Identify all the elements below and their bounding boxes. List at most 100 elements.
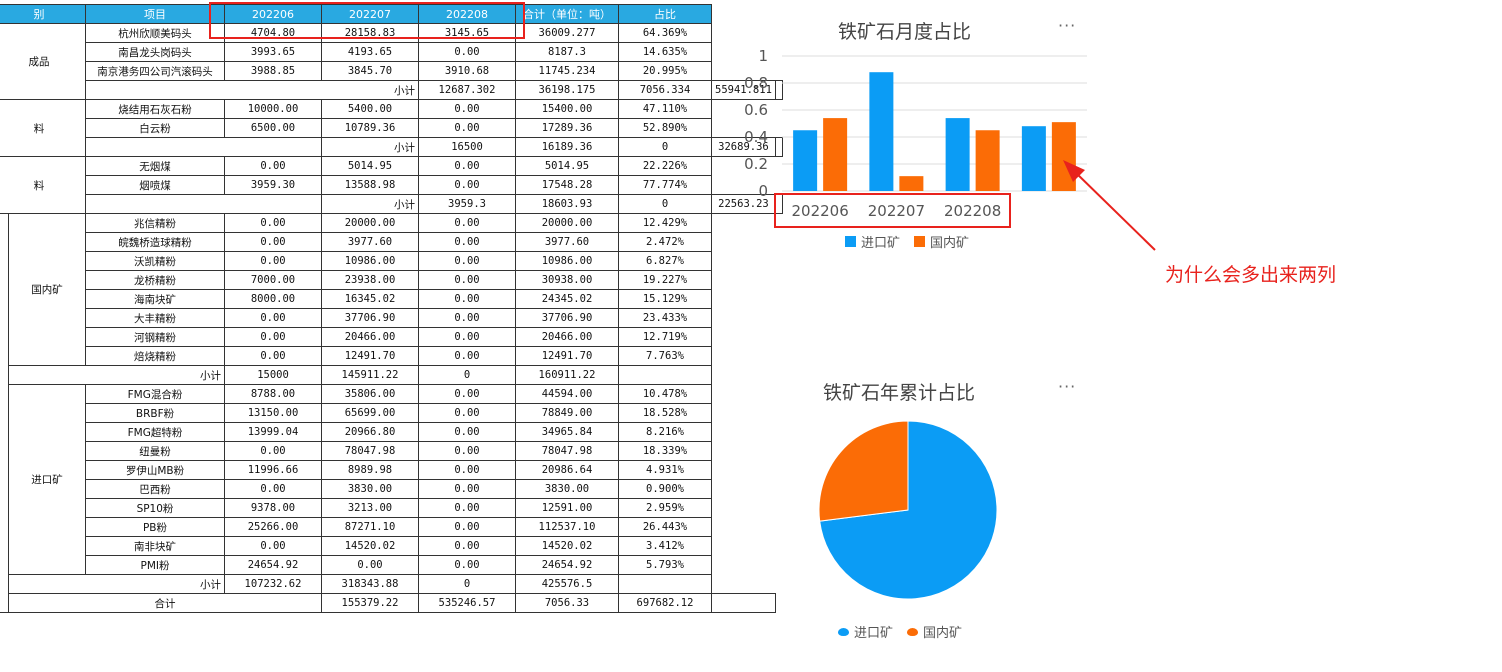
bar-import[interactable]: [793, 130, 818, 191]
value-total: 3977.60: [515, 232, 619, 252]
pie-legend-item-domestic[interactable]: 国内矿: [907, 622, 962, 641]
value-ratio: 6.827%: [618, 251, 712, 271]
value-202208: 0.00: [418, 536, 516, 556]
item-name: 焙烧精粉: [85, 346, 225, 366]
value-ratio: 10.478%: [618, 384, 712, 404]
pie-legend-item-import[interactable]: 进口矿: [838, 622, 893, 641]
y-tick-label: 0.4: [744, 128, 768, 146]
header-category[interactable]: 别: [0, 4, 86, 24]
value-total: 12491.70: [515, 346, 619, 366]
value-202206: 13999.04: [224, 422, 322, 442]
value-202207: 145911.22: [321, 365, 419, 385]
table-row: BRBF粉 13150.00 65699.00 0.00 78849.00 18.528%: [0, 403, 782, 423]
value-202207: 23938.00: [321, 270, 419, 290]
bar-import[interactable]: [1021, 126, 1046, 191]
value-202208: 3910.68: [418, 61, 516, 81]
month-columns-highlight: [209, 2, 525, 39]
group-label: [0, 213, 9, 613]
bar-domestic[interactable]: [899, 176, 924, 191]
item-name: SP10粉: [85, 498, 225, 518]
bar-import[interactable]: [945, 118, 970, 191]
legend-swatch-domestic: [914, 236, 926, 247]
header-item[interactable]: 项目: [85, 4, 225, 24]
value-202206: 15000: [224, 365, 322, 385]
table-row: 南非块矿 0.00 14520.02 0.00 14520.02 3.412%: [0, 536, 782, 556]
value-total: 160911.22: [515, 365, 619, 385]
y-tick-label: 0.2: [744, 155, 768, 173]
value-202206: 0.00: [224, 536, 322, 556]
value-202208: 7056.334: [618, 80, 712, 100]
bar-import[interactable]: [869, 72, 894, 191]
value-202207: 35806.00: [321, 384, 419, 404]
value-total: 20000.00: [515, 213, 619, 233]
value-total: 32689.36: [711, 137, 776, 157]
table-row: 料烧结用石灰石粉 10000.00 5400.00 0.00 15400.00 47.11…: [0, 99, 782, 157]
value-202206: 0.00: [224, 232, 322, 252]
value-ratio: 23.433%: [618, 308, 712, 328]
item-name: 烟喷煤: [85, 175, 225, 195]
item-name: 无烟煤: [85, 156, 225, 176]
pie-chart-more-icon[interactable]: ···: [1058, 377, 1077, 396]
item-name: FMG超特粉: [85, 422, 225, 442]
value-total: 20986.64: [515, 460, 619, 480]
value-ratio: 12.429%: [618, 213, 712, 233]
bar-chart-more-icon[interactable]: ···: [1058, 16, 1077, 35]
y-tick-label: 0.6: [744, 101, 768, 119]
value-202208: 0.00: [418, 441, 516, 461]
table-row: 小计 12687.302 36198.175 7056.334 55941.811: [0, 80, 783, 100]
value-202208: 0.00: [418, 251, 516, 271]
value-total: 15400.00: [515, 99, 619, 119]
value-202206: 3959.30: [224, 175, 322, 195]
table-row: 皖魏桥造球精粉 0.00 3977.60 0.00 3977.60 2.472%: [0, 232, 782, 252]
value-total: 37706.90: [515, 308, 619, 328]
bar-chart-title: 铁矿石月度占比: [838, 21, 972, 43]
value-202207: 37706.90: [321, 308, 419, 328]
table-row: PB粉 25266.00 87271.10 0.00 112537.10 26.443%: [0, 517, 782, 537]
value-202206: 6500.00: [224, 118, 322, 138]
header-202207[interactable]: 202207: [321, 4, 419, 24]
total-label: 合计: [8, 593, 322, 613]
table-row: 海南块矿 8000.00 16345.02 0.00 24345.02 15.129%: [0, 289, 782, 309]
subgroup-label: 国内矿: [8, 213, 86, 366]
y-tick-label: 1: [758, 47, 768, 65]
value-202206: 10000.00: [224, 99, 322, 119]
bar-domestic[interactable]: [823, 118, 848, 191]
table-row: 白云粉 6500.00 10789.36 0.00 17289.36 52.890%: [0, 118, 782, 138]
header-ratio[interactable]: 占比: [618, 4, 712, 24]
value-ratio: 47.110%: [618, 99, 712, 119]
value-total: 5014.95: [515, 156, 619, 176]
table-row: PMI粉 24654.92 0.00 0.00 24654.92 5.793%: [0, 555, 782, 575]
value-ratio: 8.216%: [618, 422, 712, 442]
value-202207: 10789.36: [321, 118, 419, 138]
subtotal-label: 小计: [321, 194, 419, 214]
item-name: 杭州欣顺美码头: [85, 23, 225, 43]
value-202208: 7056.33: [515, 593, 619, 613]
header-total[interactable]: 合计（单位：吨）: [515, 4, 619, 24]
value-total: 20466.00: [515, 327, 619, 347]
bar-domestic[interactable]: [975, 130, 1000, 191]
table-row: 进口矿 FMG混合粉 8788.00 35806.00 0.00 44594.00 10.4…: [0, 384, 782, 575]
pie-slice-domestic[interactable]: [818, 420, 909, 522]
value-202208: 0.00: [418, 232, 516, 252]
table-row: 沃凯精粉 0.00 10986.00 0.00 10986.00 6.827%: [0, 251, 782, 271]
legend-item-domestic[interactable]: 国内矿: [914, 232, 969, 251]
value-202207: 535246.57: [418, 593, 516, 613]
table-row: 龙桥精粉 7000.00 23938.00 0.00 30938.00 19.227%: [0, 270, 782, 290]
item-name: 白云粉: [85, 118, 225, 138]
group-label: 成品: [0, 23, 86, 100]
value-total: 30938.00: [515, 270, 619, 290]
value-202206: 0.00: [224, 251, 322, 271]
item-name: 河钢精粉: [85, 327, 225, 347]
item-name: 皖魏桥造球精粉: [85, 232, 225, 252]
legend-item-import[interactable]: 进口矿: [845, 232, 900, 251]
value-202207: 3213.00: [321, 498, 419, 518]
table-row: 巴西粉 0.00 3830.00 0.00 3830.00 0.900%: [0, 479, 782, 499]
item-name: 纽曼粉: [85, 441, 225, 461]
value-ratio: 18.339%: [618, 441, 712, 461]
value-total: 78047.98: [515, 441, 619, 461]
value-ratio: 52.890%: [618, 118, 712, 138]
value-total: 697682.12: [618, 593, 712, 613]
value-202206: 0.00: [224, 156, 322, 176]
subtotal-blank: [85, 137, 322, 157]
subtotal-label: 小计: [85, 80, 419, 100]
